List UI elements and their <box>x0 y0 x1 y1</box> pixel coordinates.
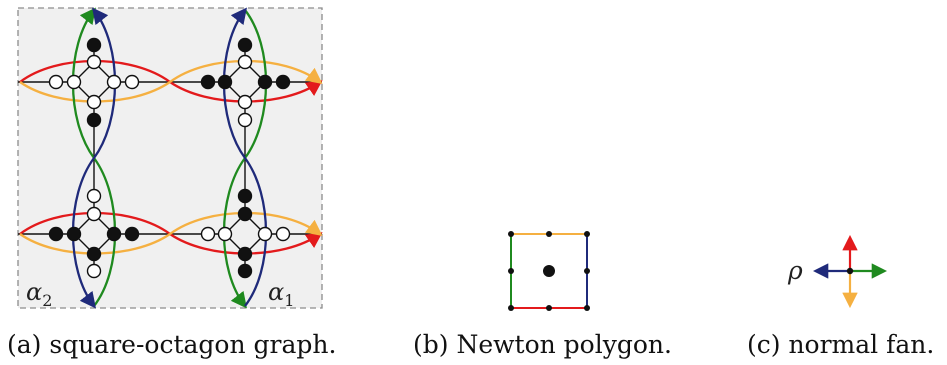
vertex-black <box>275 74 291 90</box>
panel-a-square-octagon-graph: α2 α1 <box>17 7 323 310</box>
vertex-white <box>86 94 102 110</box>
vertex-black <box>237 37 253 53</box>
graph-vertices <box>48 37 291 279</box>
rho-label: ρ <box>787 256 803 285</box>
vertex-black <box>86 37 102 53</box>
vertex-black <box>237 206 253 222</box>
navy-path-left <box>71 7 117 309</box>
alpha-2-label: α2 <box>26 278 52 310</box>
caption-b: (b) Newton polygon. <box>413 330 672 359</box>
vertex-white <box>237 112 253 128</box>
vertex-white <box>106 74 122 90</box>
vertex-black <box>48 226 64 242</box>
vertex-black <box>200 74 216 90</box>
zigzag-paths <box>19 7 323 309</box>
vertex-white <box>86 188 102 204</box>
vertex-white <box>237 54 253 70</box>
vertex-white <box>124 74 140 90</box>
vertex-white <box>48 74 64 90</box>
vertex-black <box>257 74 273 90</box>
vertex-white <box>257 226 273 242</box>
vertex-white <box>237 94 253 110</box>
alpha-1-label: α1 <box>268 278 294 310</box>
vertex-white <box>200 226 216 242</box>
vertex-black <box>237 188 253 204</box>
panel-a-background <box>17 7 323 309</box>
vertex-black <box>217 74 233 90</box>
orange-path-lower <box>19 211 323 255</box>
caption-a: (a) square-octagon graph. <box>7 330 337 359</box>
vertex-white <box>86 54 102 70</box>
lattice-points <box>508 231 590 311</box>
vertex-white <box>86 263 102 279</box>
navy-path-right <box>222 7 268 307</box>
panel-c-normal-fan: ρ <box>787 234 888 309</box>
orange-path-upper <box>19 59 323 103</box>
vertex-black <box>66 226 82 242</box>
vertex-white <box>66 74 82 90</box>
vertex-white <box>217 226 233 242</box>
vertex-black <box>237 246 253 262</box>
vertex-black <box>86 246 102 262</box>
vertex-black <box>86 112 102 128</box>
vertex-white <box>86 206 102 222</box>
vertex-black <box>124 226 140 242</box>
interior-point <box>543 265 555 277</box>
panel-b-newton-polygon <box>508 231 590 311</box>
vertex-black <box>237 263 253 279</box>
figure-canvas: α2 α1 ρ <box>17 7 888 311</box>
vertex-white <box>275 226 291 242</box>
caption-c: (c) normal fan. <box>747 330 935 359</box>
vertex-black <box>106 226 122 242</box>
fan-origin <box>846 267 854 275</box>
